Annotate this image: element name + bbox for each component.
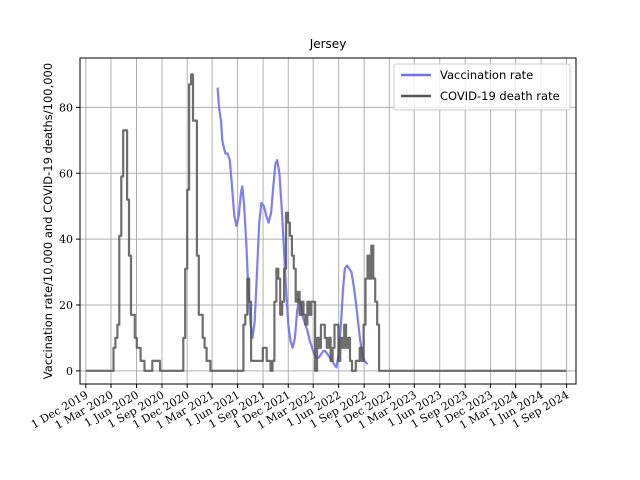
legend-box [393, 63, 571, 111]
legend: Vaccination rate COVID-19 death rate [393, 63, 571, 111]
legend-label-vaccination-rate: Vaccination rate [440, 68, 533, 82]
y-tick-label: 40 [59, 233, 73, 246]
series-layer [85, 73, 567, 372]
chart-title: Jersey [309, 37, 347, 51]
series-line-covid-19-death-rate [85, 73, 567, 372]
series-line-vaccination-rate [216, 87, 369, 369]
y-axis-label: Vaccination rate/10,000 and COVID-19 dea… [41, 63, 55, 379]
y-tick-label: 20 [59, 299, 73, 312]
y-tick-label: 60 [59, 167, 73, 180]
plot-frame [79, 57, 577, 385]
y-tick-label: 80 [59, 101, 73, 114]
y-tick-label: 0 [66, 365, 73, 378]
legend-label-covid-19-death-rate: COVID-19 death rate [440, 89, 560, 103]
